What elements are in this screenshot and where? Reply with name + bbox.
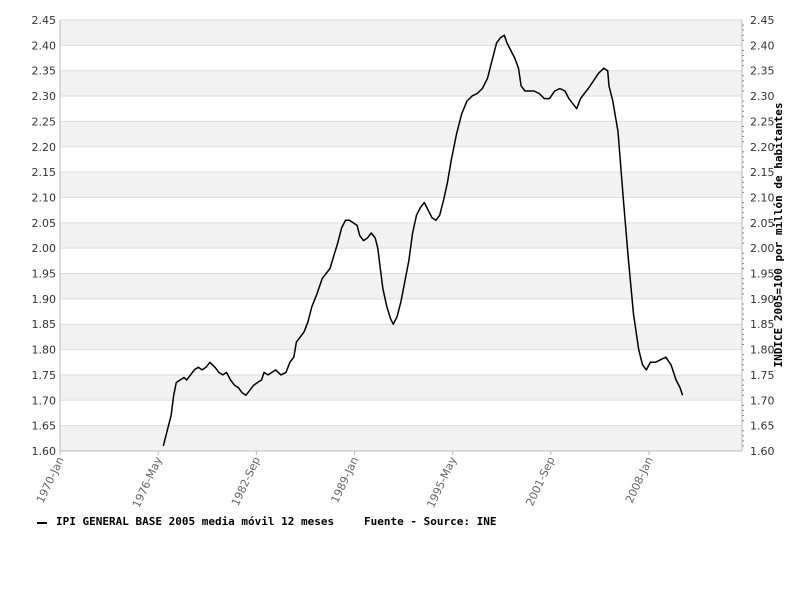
x-tick-label: 1989-Jan	[328, 455, 361, 505]
legend-swatch	[37, 522, 47, 524]
y-tick-label-right: 1.75	[750, 369, 775, 382]
legend: IPI GENERAL BASE 2005 media móvil 12 mes…	[37, 515, 496, 528]
y-tick-label-left: 2.00	[32, 242, 57, 255]
y-axis-label-right: INDICE 2005=100 por millón de habitantes	[772, 103, 785, 368]
y-tick-label-left: 1.95	[32, 268, 57, 281]
y-tick-label-right: 2.20	[750, 141, 775, 154]
y-tick-label-left: 2.30	[32, 90, 57, 103]
y-tick-label-right: 1.65	[750, 420, 775, 433]
grid-band	[60, 273, 742, 299]
y-tick-label-right: 2.15	[750, 166, 775, 179]
y-tick-label-right: 1.70	[750, 394, 775, 407]
x-tick-label: 1982-Sep	[229, 455, 263, 508]
x-axis-ticks: 1970-Jan 1976-May 1982-Sep 1989-Jan 1995-May…	[34, 451, 656, 510]
y-tick-label-right: 1.90	[750, 293, 775, 306]
gridlines	[60, 19, 742, 452]
y-axis-left-ticks: 1.60 1.65 1.70 1.75 1.80 1.85 1.90 1.95 2.00 2.05…	[32, 14, 57, 458]
grid-band	[60, 172, 742, 198]
series-line	[162, 34, 684, 447]
y-tick-label-left: 2.40	[32, 39, 57, 52]
grid-bands	[60, 20, 742, 451]
y-tick-label-right: 2.35	[750, 65, 775, 78]
y-tick-label-left: 2.15	[32, 166, 57, 179]
grid-band	[60, 20, 742, 46]
y-tick-label-left: 1.60	[32, 445, 57, 458]
y-tick-label-left: 1.65	[32, 420, 57, 433]
y-tick-label-right: 2.00	[750, 242, 775, 255]
y-tick-label-left: 1.90	[32, 293, 57, 306]
grid-band	[60, 374, 742, 401]
y-tick-label-left: 2.35	[32, 65, 57, 78]
y-tick-label-right: 1.60	[750, 445, 775, 458]
y-tick-label-right: 2.45	[750, 14, 775, 27]
y-tick-label-left: 1.80	[32, 344, 57, 357]
y-tick-label-right: 2.10	[750, 191, 775, 204]
grid-band	[60, 121, 742, 147]
grid-band	[60, 425, 742, 451]
y-tick-label-left: 2.20	[32, 141, 57, 154]
grid-band	[60, 324, 742, 350]
y-tick-label-left: 1.70	[32, 394, 57, 407]
legend-source: Fuente - Source: INE	[364, 515, 496, 528]
y-tick-label-right: 1.85	[750, 318, 775, 331]
axes	[59, 20, 743, 452]
x-tick-label: 2001-Sep	[523, 455, 557, 508]
y-tick-label-left: 2.45	[32, 14, 57, 27]
y-tick-label-left: 1.85	[32, 318, 57, 331]
y-tick-label-left: 1.75	[32, 369, 57, 382]
legend-series-label: IPI GENERAL BASE 2005 media móvil 12 mes…	[56, 515, 334, 528]
y-tick-label-right: 2.30	[750, 90, 775, 103]
x-tick-label: 2008-Jan	[623, 455, 656, 505]
y-tick-label-right: 2.05	[750, 217, 775, 230]
y-tick-label-right: 2.25	[750, 115, 775, 128]
x-tick-label: 1970-Jan	[34, 455, 67, 505]
y-tick-label-right: 2.40	[750, 39, 775, 52]
y-axis-right-ticks: 1.60 1.65 1.70 1.75 1.80 1.85 1.90 1.95 2.00 2.05…	[742, 14, 775, 458]
y-tick-label-left: 2.10	[32, 191, 57, 204]
grid-band	[60, 222, 742, 249]
x-tick-label: 1976-May	[130, 454, 165, 510]
y-tick-label-left: 2.05	[32, 217, 57, 230]
y-tick-label-right: 1.80	[750, 344, 775, 357]
grid-band	[60, 70, 742, 97]
x-tick-label: 1995-May	[424, 454, 459, 510]
y-tick-label-right: 1.95	[750, 268, 775, 281]
y-tick-label-left: 2.25	[32, 115, 57, 128]
